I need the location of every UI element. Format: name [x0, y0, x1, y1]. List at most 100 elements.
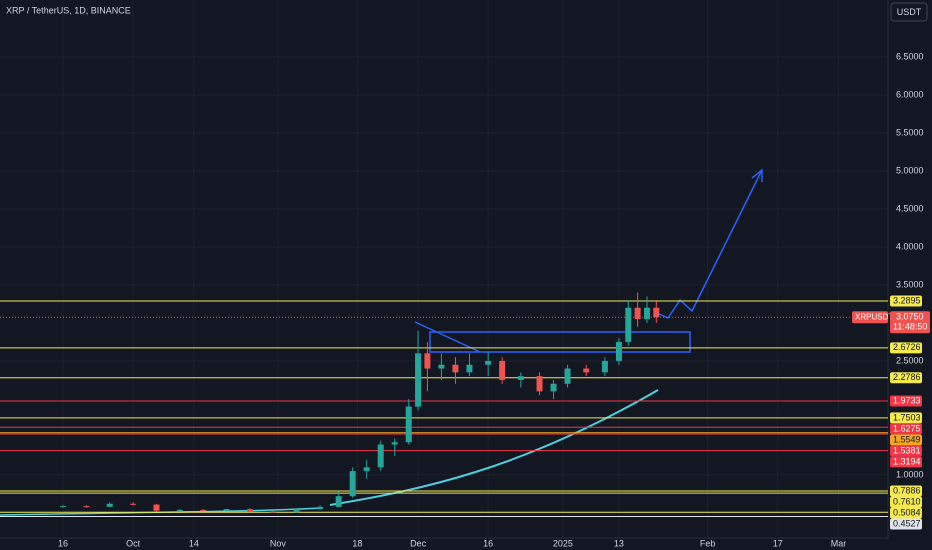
candle-body [615, 341, 622, 361]
level-tag [890, 342, 922, 354]
level-label: 0.7610 [893, 496, 921, 506]
level-tag [890, 434, 922, 446]
level-label: 1.5549 [893, 434, 921, 444]
candle-body [106, 503, 113, 507]
candle-body [83, 506, 90, 508]
x-tick-label: Nov [270, 538, 287, 548]
level-tag [890, 295, 922, 307]
candle-body [60, 506, 67, 508]
x-tick-label: Oct [126, 538, 141, 548]
level-label: 0.4527 [893, 518, 921, 528]
candle-body [536, 376, 543, 392]
candle-body [335, 496, 342, 507]
candle-body [130, 503, 137, 505]
level-label: 1.3194 [893, 456, 921, 466]
chart-title: XRP / TetherUS, 1D, BINANCE [6, 5, 131, 15]
level-label: 2.6726 [893, 342, 921, 352]
currency-button[interactable] [890, 2, 928, 22]
candle-body [653, 307, 660, 318]
x-tick-label: 18 [352, 538, 362, 548]
candle-body [363, 467, 370, 472]
x-tick-label: 2025 [553, 538, 573, 548]
trend-line [414, 321, 481, 353]
candles [60, 292, 660, 513]
level-tag [890, 507, 922, 519]
level-label: 1.7503 [893, 412, 921, 422]
level-tag [890, 412, 922, 424]
candle-body [200, 509, 207, 511]
candle-body [550, 383, 557, 392]
candle-body [316, 506, 323, 510]
y-tick-label: 4.5000 [896, 203, 924, 213]
candle-body [583, 368, 590, 373]
last-price-tag [890, 311, 930, 334]
candle-body [643, 307, 650, 320]
candle-body [246, 509, 253, 512]
level-label: 1.9733 [893, 395, 921, 405]
x-tick-label: 14 [189, 538, 199, 548]
level-tag [890, 395, 922, 407]
x-tick-label: 16 [58, 538, 68, 548]
level-tag [890, 372, 922, 384]
y-tick-label: 6.5000 [896, 51, 924, 61]
last-price: 3.0750 [896, 312, 924, 322]
currency[interactable]: USDT [897, 7, 922, 17]
candle-body [625, 307, 632, 342]
level-tag [890, 456, 922, 468]
candle-body [176, 509, 183, 511]
y-tick-label: 3.5000 [896, 279, 924, 289]
level-label: 2.2786 [893, 372, 921, 382]
x-tick-label: 17 [773, 538, 783, 548]
moving-average [329, 389, 659, 506]
level-tag [890, 423, 922, 435]
candle-body [634, 307, 641, 320]
candle-body [349, 471, 356, 497]
level-label: 0.5084 [893, 507, 921, 517]
candle-body [517, 376, 524, 380]
y-tick-label: 4.0000 [896, 241, 924, 251]
level-tag [890, 485, 922, 497]
y-tick-label: 5.5000 [896, 127, 924, 137]
levels [0, 300, 888, 518]
y-tick-label: 1.0000 [896, 469, 924, 479]
y-tick-label: 5.0000 [896, 165, 924, 175]
symbol: XRPUSDT [855, 312, 893, 321]
level-tag [890, 445, 922, 457]
y-tick-label: 2.5000 [896, 355, 924, 365]
countdown: 11:48:50 [893, 322, 927, 332]
candle-body [223, 509, 230, 511]
x-tick-label: 13 [614, 538, 624, 548]
candle-body [391, 442, 398, 445]
y-tick-label: 6.0000 [896, 89, 924, 99]
projection [654, 169, 763, 319]
level-label: 1.5381 [893, 445, 921, 455]
candle-body [564, 368, 571, 384]
candle-body [499, 360, 506, 380]
candle-body [415, 353, 422, 407]
level-label: 3.2895 [893, 295, 921, 305]
level-label: 0.7886 [893, 485, 921, 495]
x-tick-label: Feb [700, 538, 716, 548]
candle-body [601, 360, 608, 373]
x-tick-label: Dec [410, 538, 427, 548]
candle-body [377, 444, 384, 468]
candle-body [438, 364, 445, 369]
candle-body [293, 509, 300, 513]
x-tick-label: 16 [483, 538, 493, 548]
x-tick-label: Mar [831, 538, 847, 548]
labels: 6.5000 6.0000 5.5000 5.0000 4.5000 4.0000 3.50… [58, 51, 930, 548]
level-tag [890, 518, 922, 530]
grid [0, 0, 888, 538]
level-label: 1.6275 [893, 423, 921, 433]
projection-arrow [751, 168, 763, 182]
channel-box [429, 331, 691, 353]
candle-body [424, 353, 431, 369]
candle-body [485, 360, 492, 365]
candle-body [452, 364, 459, 373]
symbol-tag [852, 311, 888, 324]
candle-body [270, 511, 277, 513]
candle-body [405, 406, 412, 443]
candle-body [466, 364, 473, 373]
level-tag [890, 496, 922, 508]
